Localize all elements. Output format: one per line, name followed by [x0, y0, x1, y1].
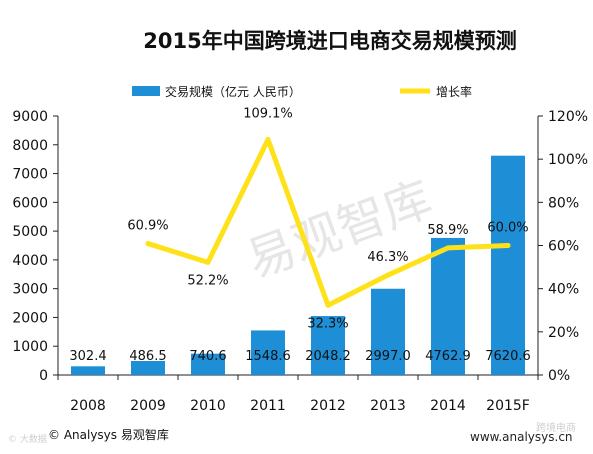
bar-value-label: 7620.6	[485, 349, 531, 364]
bar	[491, 155, 525, 375]
legend-label-bars: 交易规模（亿元 人民币）	[165, 84, 301, 99]
growth-value-label: 46.3%	[367, 250, 408, 265]
y-tick-label: 8000	[12, 138, 48, 154]
growth-value-label: 109.1%	[243, 107, 293, 122]
growth-value-label: 60.9%	[127, 219, 168, 234]
y-tick-label: 3000	[12, 282, 48, 298]
chart-title: 2015年中国跨境进口电商交易规模预测	[143, 29, 516, 53]
x-tick-label: 2010	[190, 398, 226, 414]
line-point	[325, 302, 331, 308]
bar	[251, 330, 285, 375]
y-tick-label: 2000	[12, 310, 48, 326]
growth-value-label: 58.9%	[427, 223, 468, 238]
legend: 交易规模（亿元 人民币） 增长率	[132, 84, 472, 99]
axes: 0 1000 2000 3000 4000 5000 6000 7000 8000 9000 0% 2…	[12, 109, 588, 414]
bar	[71, 366, 105, 375]
watermark: 易观智库	[240, 171, 440, 289]
y-tick-label: 4000	[12, 253, 48, 269]
y-tick-label: 0	[39, 368, 48, 384]
x-tick-label: 2012	[310, 398, 346, 414]
growth-value-label: 60.0%	[487, 221, 528, 236]
bar-value-label: 2048.2	[305, 349, 351, 364]
data-labels: 302.4 486.5 740.6 1548.6 2048.2 2997.0 4762.9 7…	[69, 107, 530, 364]
x-tick-label: 2009	[130, 398, 166, 414]
y-tick-label: 7000	[12, 167, 48, 183]
line-point	[505, 243, 511, 248]
y2-tick-label: 60%	[548, 239, 579, 255]
line-point	[265, 137, 271, 143]
bar-value-label: 4762.9	[425, 349, 471, 364]
bar	[371, 288, 405, 375]
y-tick-label: 5000	[12, 224, 48, 240]
y2-tick-label: 0%	[548, 368, 570, 384]
line-point	[385, 272, 391, 278]
x-tick-label: 2011	[250, 398, 286, 414]
bar	[191, 353, 225, 375]
line-point	[145, 241, 151, 247]
credit-left: © 大数据	[8, 435, 47, 445]
bar	[431, 237, 465, 375]
growth-value-label: 52.2%	[187, 273, 228, 288]
legend-swatch-bars	[132, 86, 160, 96]
x-tick-label: 2013	[370, 398, 406, 414]
line-point	[205, 259, 211, 265]
y-tick-label: 6000	[12, 195, 48, 211]
y2-tick-label: 80%	[548, 195, 579, 211]
y-tick-label: 9000	[12, 109, 48, 125]
x-tick-label: 2015F	[486, 398, 530, 414]
footer-source: © Analysys 易观智库	[48, 428, 169, 442]
y2-tick-label: 100%	[548, 152, 588, 168]
y2-tick-label: 120%	[548, 109, 588, 125]
growth-value-label: 32.3%	[307, 316, 348, 331]
legend-label-line: 增长率	[436, 84, 472, 99]
bar	[311, 316, 345, 375]
x-tick-label: 2014	[430, 398, 466, 414]
bar-value-label: 486.5	[129, 349, 166, 364]
bar-value-label: 302.4	[69, 349, 106, 364]
bars	[71, 155, 525, 375]
y-tick-label: 1000	[12, 339, 48, 355]
bar	[131, 360, 165, 375]
y2-tick-label: 40%	[548, 282, 579, 298]
bar-value-label: 1548.6	[245, 349, 291, 364]
growth-line-series	[145, 137, 511, 308]
footer-url: www.analysys.cn	[470, 430, 573, 444]
line-point	[445, 245, 451, 251]
x-tick-label: 2008	[70, 398, 106, 414]
y2-tick-label: 20%	[548, 325, 579, 341]
credit-right: 跨境电商	[536, 423, 576, 434]
bar-value-label: 740.6	[189, 349, 226, 364]
bar-value-label: 2997.0	[365, 349, 411, 364]
